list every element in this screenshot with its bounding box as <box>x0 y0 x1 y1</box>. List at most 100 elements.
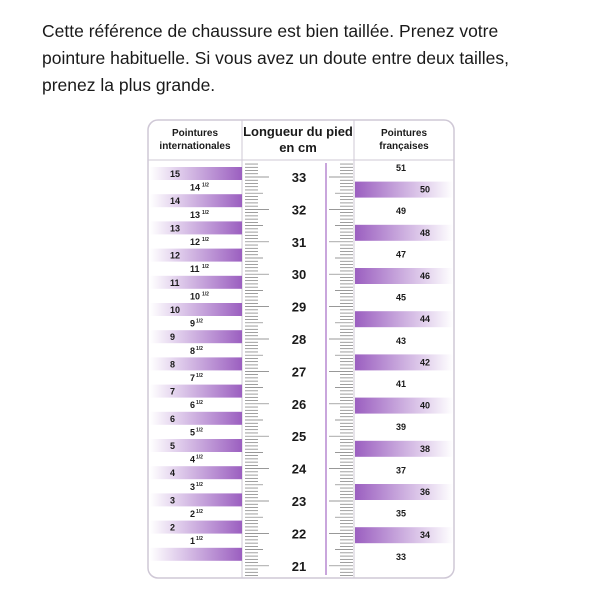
size-band <box>355 224 453 241</box>
size-band <box>355 397 453 414</box>
cm-label-bg <box>284 363 314 380</box>
french-size: 38 <box>420 444 430 454</box>
cm-label: 24 <box>292 462 307 477</box>
international-size: 4 <box>170 468 175 478</box>
cm-label-bg <box>284 331 314 347</box>
international-size: 12 <box>170 251 180 261</box>
size-band <box>150 303 242 316</box>
cm-label: 26 <box>292 397 306 412</box>
size-band <box>150 466 242 480</box>
international-size: 2 <box>190 509 195 519</box>
international-size: 14 <box>190 183 200 193</box>
size-band <box>150 248 242 262</box>
french-size: 42 <box>420 357 430 367</box>
size-fraction: 1/2 <box>196 319 203 325</box>
international-size: 1 <box>190 536 195 546</box>
cm-label-bg <box>284 460 314 477</box>
french-size: 43 <box>396 336 406 346</box>
size-fraction: 1/2 <box>202 264 209 270</box>
intro-line: Cette référence de chaussure est bien ta… <box>42 21 499 41</box>
cm-label: 27 <box>292 364 306 379</box>
french-size: 44 <box>420 314 430 324</box>
international-size: 5 <box>190 427 195 437</box>
french-size: 34 <box>420 530 430 540</box>
cm-label-bg <box>284 395 314 412</box>
french-size: 40 <box>420 401 430 411</box>
size-band <box>150 194 242 208</box>
size-band <box>150 493 242 507</box>
international-size: 12 <box>190 237 200 247</box>
size-fraction: 1/2 <box>196 427 203 433</box>
international-size: 13 <box>190 210 200 220</box>
size-band <box>150 439 242 452</box>
size-band <box>150 330 242 344</box>
international-size: 11 <box>170 278 180 288</box>
cm-label: 22 <box>292 526 306 541</box>
intro-text: Cette référence de chaussure est bien ta… <box>42 18 509 99</box>
international-size: 4 <box>190 455 195 465</box>
international-size: 10 <box>170 305 180 315</box>
international-size: 14 <box>170 196 180 206</box>
international-size: 9 <box>190 319 195 329</box>
cm-label-bg <box>284 298 314 315</box>
french-size: 37 <box>396 465 406 475</box>
size-band <box>150 357 242 371</box>
cm-label: 23 <box>292 494 306 509</box>
international-size: 5 <box>170 441 175 451</box>
cm-label-bg <box>284 525 314 542</box>
french-size: 46 <box>420 271 430 281</box>
french-size: 48 <box>420 228 430 238</box>
french-size: 36 <box>420 487 430 497</box>
french-size: 50 <box>420 185 430 195</box>
international-size: 13 <box>170 223 180 233</box>
size-band <box>355 440 453 457</box>
cm-label: 32 <box>292 202 306 217</box>
french-size: 41 <box>396 379 406 389</box>
size-band <box>355 311 453 328</box>
cm-label: 30 <box>292 267 306 282</box>
cm-label-bg <box>284 493 314 509</box>
cm-label: 33 <box>292 170 306 185</box>
size-band <box>355 268 453 284</box>
size-fraction: 1/2 <box>196 536 203 542</box>
cm-label-bg <box>284 233 314 250</box>
size-band <box>355 527 453 544</box>
header: en cm <box>279 140 317 155</box>
cm-label: 28 <box>292 332 306 347</box>
size-band <box>150 520 242 534</box>
cm-label: 25 <box>292 429 306 444</box>
french-size: 49 <box>396 206 406 216</box>
french-size: 33 <box>396 552 406 562</box>
french-size: 35 <box>396 509 406 519</box>
size-band <box>150 167 242 180</box>
international-size: 7 <box>170 387 175 397</box>
international-size: 6 <box>170 414 175 424</box>
size-band <box>150 221 242 235</box>
french-size: 47 <box>396 249 406 259</box>
intro-line: prenez la plus grande. <box>42 75 216 95</box>
header: Longueur du pied <box>243 124 353 139</box>
international-size: 10 <box>190 291 200 301</box>
size-fraction: 1/2 <box>196 482 203 488</box>
size-fraction: 1/2 <box>196 346 203 352</box>
size-band <box>355 484 453 500</box>
international-size: 3 <box>190 482 195 492</box>
size-band <box>150 275 242 289</box>
cm-label: 21 <box>292 559 306 574</box>
header: françaises <box>379 141 429 152</box>
french-size: 45 <box>396 293 406 303</box>
international-size: 2 <box>170 523 175 533</box>
size-band <box>150 411 242 425</box>
size-fraction: 1/2 <box>202 237 209 243</box>
size-band <box>355 354 453 371</box>
cm-label: 29 <box>292 300 306 315</box>
size-fraction: 1/2 <box>196 455 203 461</box>
cm-label-bg <box>284 169 314 185</box>
international-size: 3 <box>170 495 175 505</box>
size-fraction: 1/2 <box>196 373 203 379</box>
international-size: 15 <box>170 169 180 179</box>
size-fraction: 1/2 <box>196 400 203 406</box>
